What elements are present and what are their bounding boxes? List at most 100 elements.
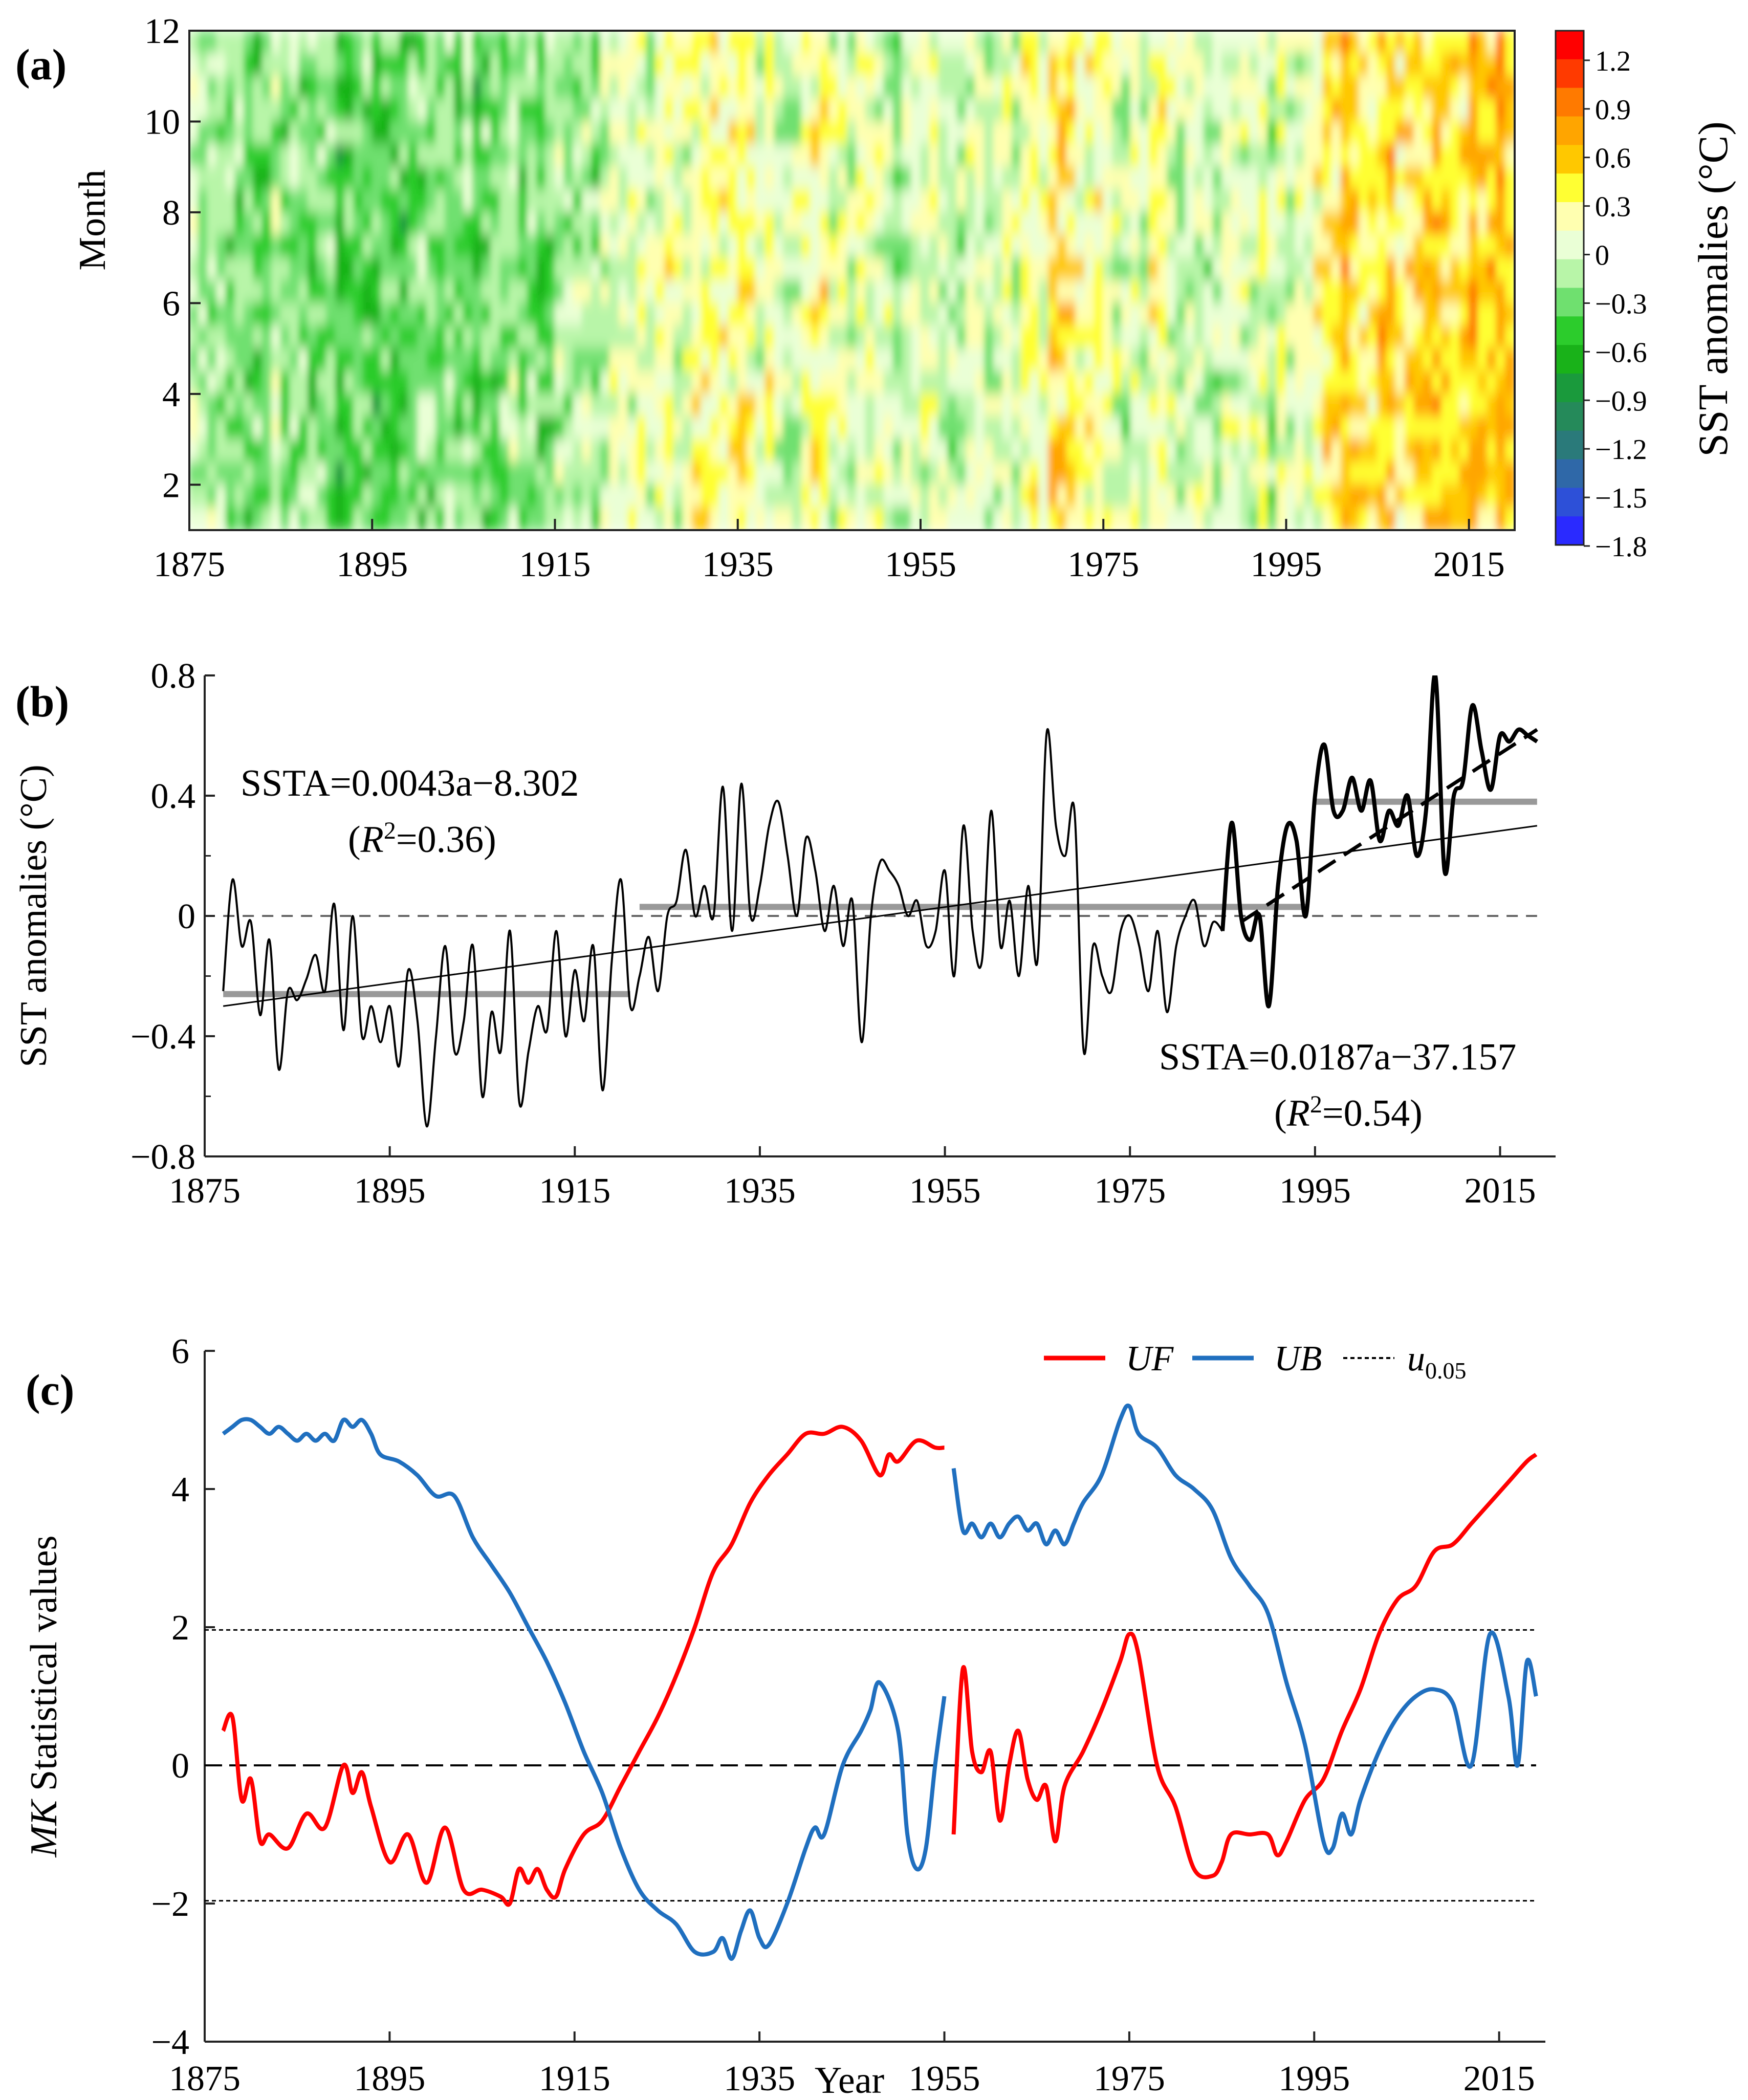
heatmap-cell <box>1094 166 1105 191</box>
heatmap-cell <box>1249 507 1260 530</box>
heatmap-cell <box>344 439 355 463</box>
heatmap-cell <box>637 439 648 463</box>
heatmap-cell <box>1121 211 1132 236</box>
heatmap-cell <box>1084 121 1096 145</box>
heatmap-cell <box>1121 507 1132 530</box>
heatmap-cell <box>317 439 327 463</box>
heatmap-cell <box>1011 31 1022 55</box>
heatmap-cell <box>737 257 748 281</box>
heatmap-cell <box>627 143 639 168</box>
heatmap-cell <box>1020 280 1032 304</box>
heatmap-cell <box>271 234 282 259</box>
heatmap-cell <box>1459 348 1470 373</box>
heatmap-cell <box>828 189 840 213</box>
heatmap-cell <box>399 211 410 236</box>
heatmap-cell <box>445 31 455 55</box>
heatmap-cell <box>673 484 684 509</box>
heatmap-cell <box>654 439 666 463</box>
heatmap-cell <box>1313 393 1324 418</box>
heatmap-cell <box>701 325 712 350</box>
heatmap-cell <box>920 370 931 395</box>
heatmap-cell <box>746 280 757 304</box>
heatmap-cell <box>920 348 931 373</box>
heatmap-cell <box>490 325 501 350</box>
heatmap-cell <box>1368 348 1379 373</box>
heatmap-cell <box>317 211 327 236</box>
heatmap-cell <box>445 393 455 418</box>
heatmap-cell <box>1295 53 1306 77</box>
heatmap-cell <box>911 189 922 213</box>
heatmap-cell <box>445 348 455 373</box>
heatmap-cell <box>1231 31 1242 55</box>
heatmap-cell <box>774 121 785 145</box>
heatmap-cell <box>280 484 291 509</box>
heatmap-cell <box>207 121 218 145</box>
heatmap-cell <box>1349 53 1361 77</box>
heatmap-cell <box>856 234 867 259</box>
heatmap-cell <box>911 370 922 395</box>
heatmap-cell <box>1048 234 1059 259</box>
heatmap-cell <box>408 53 419 77</box>
heatmap-cell <box>1276 75 1287 100</box>
heatmap-cell <box>664 143 675 168</box>
heatmap-cell <box>536 416 547 441</box>
heatmap-cell <box>189 484 200 509</box>
heatmap-cell <box>472 75 483 100</box>
heatmap-cell <box>225 348 236 373</box>
heatmap-cell <box>554 348 565 373</box>
heatmap-cell <box>691 393 703 418</box>
heatmap-cell <box>664 98 675 123</box>
heatmap-cell <box>1304 302 1315 327</box>
heatmap-cell <box>1011 370 1022 395</box>
heatmap-cell <box>911 302 922 327</box>
heatmap-cell <box>1030 507 1041 530</box>
colorbar-level-5: −0.3 <box>1595 288 1647 320</box>
heatmap-cell <box>582 211 593 236</box>
heatmap-cell <box>372 507 383 530</box>
colorbar-level-4: 0 <box>1595 240 1609 272</box>
heatmap-cell <box>362 280 374 304</box>
heatmap-cell <box>1450 31 1461 55</box>
heatmap-cell <box>719 507 730 530</box>
heatmap-cell <box>627 189 639 213</box>
heatmap-cell <box>389 348 401 373</box>
heatmap-cell <box>719 143 730 168</box>
heatmap-cell <box>271 143 282 168</box>
heatmap-cell <box>701 484 712 509</box>
heatmap-cell <box>764 53 776 77</box>
heatmap-cell <box>1112 484 1123 509</box>
heatmap-cell <box>1167 507 1178 530</box>
heatmap-cell <box>527 98 538 123</box>
heatmap-cell <box>499 121 511 145</box>
heatmap-cell <box>1130 189 1141 213</box>
heatmap-cell <box>280 325 291 350</box>
b-ytick-label-1: 0.4 <box>151 777 196 816</box>
heatmap-cell <box>792 121 803 145</box>
heatmap-cell <box>545 393 556 418</box>
heatmap-cell <box>1359 121 1370 145</box>
heatmap-cell <box>1331 461 1342 486</box>
heatmap-cell <box>701 393 712 418</box>
heatmap-cell <box>755 257 767 281</box>
heatmap-cell <box>664 461 675 486</box>
heatmap-cell <box>298 393 310 418</box>
heatmap-cell <box>1477 121 1489 145</box>
heatmap-cell <box>280 31 291 55</box>
heatmap-cell <box>810 31 821 55</box>
heatmap-cell <box>1039 53 1050 77</box>
heatmap-cell <box>819 189 831 213</box>
heatmap-cell <box>261 393 273 418</box>
heatmap-cell <box>1240 439 1251 463</box>
heatmap-cell <box>234 461 246 486</box>
heatmap-cell <box>408 439 419 463</box>
heatmap-cell <box>1477 53 1489 77</box>
heatmap-cell <box>463 98 474 123</box>
heatmap-cell <box>536 257 547 281</box>
heatmap-cell <box>463 211 474 236</box>
heatmap-cell <box>600 393 611 418</box>
heatmap-cell <box>381 325 391 350</box>
heatmap-cell <box>1121 393 1132 418</box>
heatmap-cell <box>1148 461 1160 486</box>
heatmap-cell <box>244 31 255 55</box>
heatmap-cell <box>801 348 812 373</box>
